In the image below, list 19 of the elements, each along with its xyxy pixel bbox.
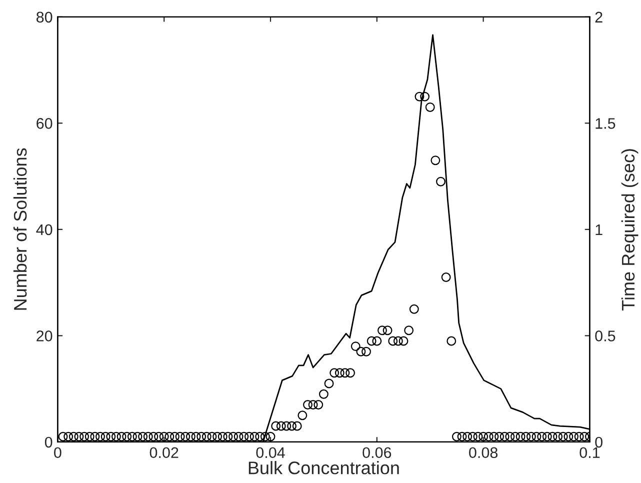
x-tick-label: 0.1 (580, 447, 600, 458)
y2-axis-title: Time Required (sec) (621, 149, 638, 310)
x-tick-label: 0.04 (256, 447, 285, 458)
x-tick-label: 0.02 (150, 447, 178, 458)
y-tick-label: 40 (36, 224, 52, 236)
y2-tick-label: 1 (596, 224, 602, 235)
x-axis-title: Bulk Concentration (248, 461, 399, 474)
y2-tick-label: 0.5 (595, 330, 616, 342)
y-tick-label: 60 (36, 118, 52, 129)
y-tick-label: 20 (36, 330, 52, 342)
y-axis-title: Number of Solutions (13, 148, 27, 310)
y-tick-label: 80 (36, 12, 52, 23)
x-tick-label: 0.08 (469, 447, 498, 458)
y2-tick-label: 1.5 (596, 118, 616, 129)
y2-tick-label: 2 (595, 12, 602, 22)
x-tick-label: 0 (54, 447, 62, 458)
y-tick-label: 0 (44, 436, 52, 448)
y2-tick-label: 0 (595, 436, 602, 448)
x-tick-label: 0.06 (362, 447, 392, 458)
